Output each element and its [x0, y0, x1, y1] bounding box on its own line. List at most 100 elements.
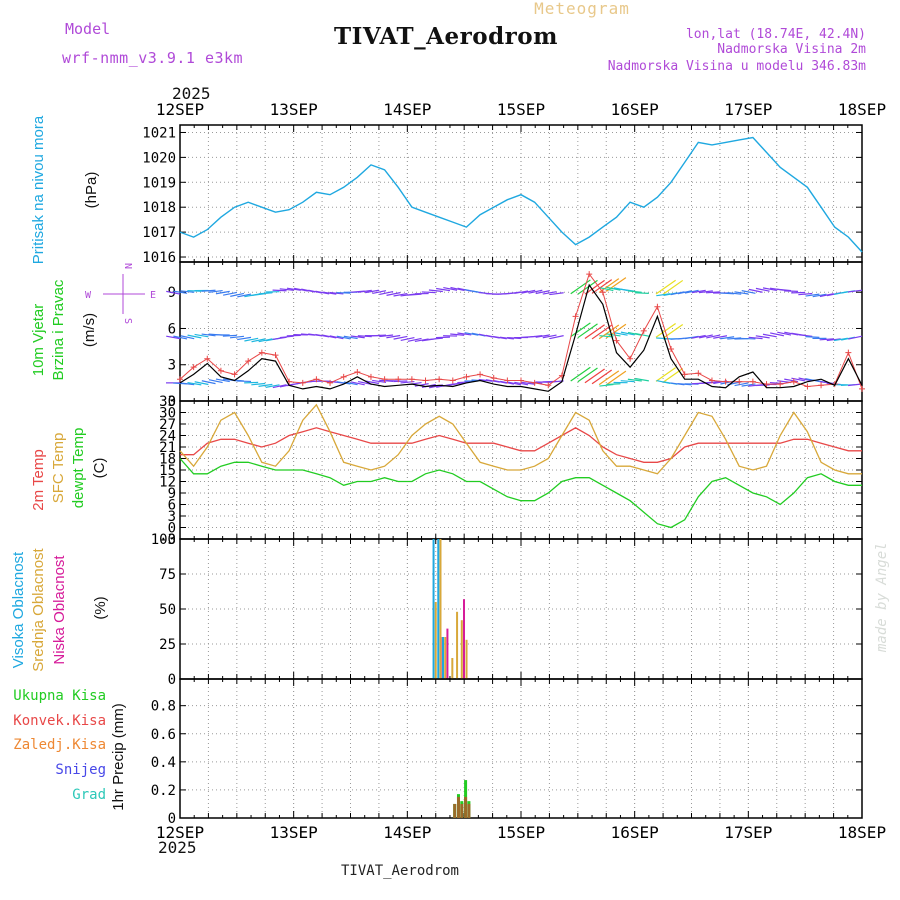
gust-marker: [695, 370, 702, 377]
gust-marker: [217, 367, 224, 374]
gust-marker: [204, 355, 211, 362]
gust-marker: [381, 376, 388, 383]
wind-arrow: [208, 289, 223, 293]
wind-arrow: [372, 334, 387, 337]
wind-arrow: [584, 324, 605, 340]
cloud-mid-bar: [465, 639, 468, 679]
wind-arrow: [605, 370, 627, 386]
wind-arrow: [514, 290, 529, 294]
gust-marker: [245, 358, 252, 365]
wind-arrow: [791, 377, 806, 382]
wind-arrow: [741, 290, 756, 294]
wind-arrow: [166, 335, 181, 340]
wind-arrow: [414, 338, 429, 343]
gust-marker: [422, 377, 429, 384]
wind-arrow: [705, 380, 721, 384]
wind-arrow: [251, 338, 266, 343]
y-tick-label: 3: [168, 509, 176, 525]
wind-arrow: [194, 333, 209, 338]
gust-marker: [408, 376, 415, 383]
wind-unit: (m/s): [81, 313, 98, 347]
wind-arrow: [535, 290, 550, 295]
cloud-unit: (%): [92, 596, 109, 619]
legend-snow: Snijeg: [55, 762, 106, 778]
x-tick-label-top: 13SEP: [270, 100, 318, 119]
wind-arrow: [237, 336, 252, 341]
wind-arrow: [798, 377, 813, 382]
temp2m-line: [180, 427, 862, 463]
wind-arrow: [286, 334, 301, 337]
gust-marker: [449, 377, 456, 384]
x-axis-top: 12SEP 13SEP 14SEP 15SEP 16SEP 17SEP 18SEP: [156, 100, 886, 119]
wind-arrow: [180, 335, 195, 340]
wind-arrow: [755, 384, 770, 387]
wind-arrow: [350, 335, 365, 339]
wind-arrow: [698, 290, 713, 294]
sfc-temp-line: [179, 403, 862, 475]
gust-marker: [367, 373, 374, 380]
wind-arrow: [762, 333, 777, 338]
wind-arrow: [379, 290, 394, 296]
wind-arrow: [343, 335, 358, 340]
wind-arrow: [720, 336, 735, 340]
wind-arrow: [605, 277, 627, 292]
wind-arrow: [208, 379, 223, 384]
station-lonlat: lon,lat (18.74E, 42.4N): [686, 27, 866, 42]
compass-rose: N E S W: [85, 263, 156, 324]
y-tick-label: 24: [159, 429, 176, 445]
panel-frame: [179, 678, 863, 819]
wind-arrow: [677, 290, 692, 295]
wind-arrow: [598, 370, 620, 386]
wind-arrow: [350, 381, 365, 386]
wind-arrow: [549, 335, 564, 340]
wind-arrow: [499, 336, 514, 340]
wind-arrow: [180, 290, 195, 293]
gust-marker: [518, 377, 524, 384]
wind-arrow: [655, 322, 676, 338]
wind-arrow: [450, 286, 465, 291]
x-tick-label-top: 15SEP: [497, 100, 545, 119]
x-tick-label-bottom: 14SEP: [383, 823, 431, 842]
gust-marker: [190, 364, 197, 371]
wind-arrow: [591, 324, 613, 340]
legend-total-rain: Ukupna Kisa: [13, 688, 106, 704]
compass-east: E: [150, 290, 156, 301]
y-tick-label: 1018: [142, 200, 176, 216]
y-tick-label: 75: [159, 567, 176, 583]
y-tick-label: 0: [168, 394, 176, 410]
wind-arrow: [535, 334, 550, 338]
y-tick-label: 0: [168, 811, 176, 827]
wind-arrow: [215, 378, 230, 383]
wind-arrow: [577, 279, 598, 295]
y-tick-label: 3: [168, 358, 176, 374]
wind-arrow: [605, 323, 627, 339]
wind-arrow: [727, 292, 742, 295]
wind-arrow: [514, 381, 529, 386]
wind-arrow: [506, 336, 522, 340]
wind-arrow: [776, 288, 792, 292]
gust-marker: [627, 355, 634, 362]
x-tick-label-bottom: 16SEP: [611, 823, 659, 842]
year-bottom: 2025: [158, 838, 197, 857]
wind-arrow: [755, 287, 770, 292]
wind-arrow: [372, 379, 387, 383]
compass-west: W: [85, 290, 92, 301]
cloud-mid-bar: [456, 611, 459, 679]
wind-arrow: [599, 287, 614, 292]
wind-arrow: [407, 293, 422, 296]
precip-convective-bar: [460, 803, 464, 818]
gust-marker: [845, 349, 852, 356]
wind-arrow: [584, 279, 605, 295]
wind-arrow: [492, 335, 507, 340]
y-tick-label: 30: [159, 406, 176, 422]
x-tick-label-top: 17SEP: [724, 100, 772, 119]
x-tick-label-top: 16SEP: [611, 100, 659, 119]
wind-arrow: [215, 290, 230, 295]
wind-arrow: [613, 332, 628, 336]
gust-marker: [722, 378, 729, 385]
gust-marker: [859, 385, 865, 392]
wind-arrow: [244, 337, 259, 342]
gust-marker: [804, 383, 811, 390]
wind-arrow: [698, 334, 713, 339]
